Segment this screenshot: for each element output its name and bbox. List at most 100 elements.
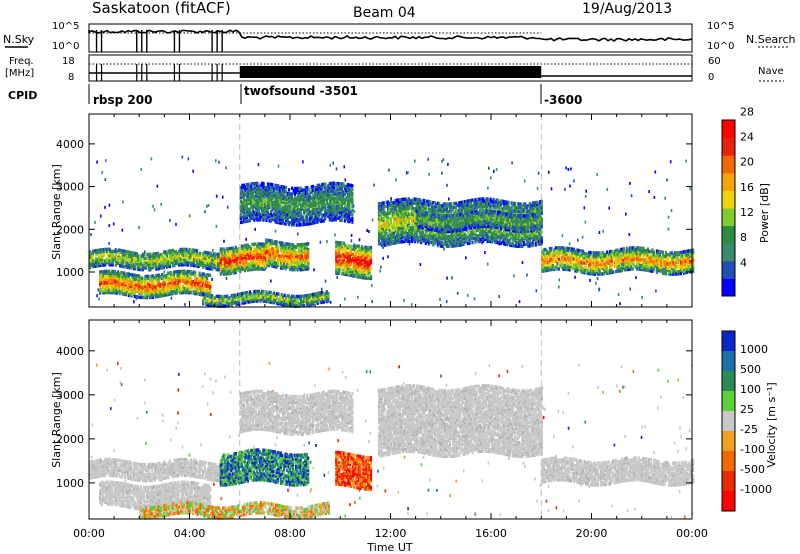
- echo-cell: [99, 274, 102, 278]
- echo-cell: [149, 268, 152, 272]
- echo-cell: [108, 288, 111, 293]
- echo-cell: [118, 278, 121, 282]
- echo-cell: [93, 249, 96, 253]
- echo-cell: [171, 264, 175, 268]
- echo-cell: [96, 258, 99, 262]
- echo-cell: [215, 260, 218, 264]
- echo-cell: [369, 267, 373, 271]
- echo-cell: [188, 257, 191, 261]
- echo-cell: [111, 257, 114, 261]
- echo-cell: [159, 253, 163, 257]
- echo-cell: [93, 264, 96, 268]
- echo-cell: [405, 171, 408, 175]
- echo-cell: [161, 262, 164, 266]
- echo-cell: [152, 256, 155, 260]
- echo-cell: [122, 258, 125, 263]
- echo-cell: [493, 169, 495, 173]
- echo-cell: [124, 281, 127, 285]
- echo-cell: [164, 259, 167, 264]
- echo-cell: [301, 254, 304, 258]
- echo-cell: [120, 276, 123, 281]
- echo-cell: [102, 269, 105, 274]
- echo-cell: [119, 264, 122, 268]
- echo-cell: [92, 255, 95, 259]
- echo-cell: [338, 250, 341, 254]
- echo-cell: [177, 253, 181, 257]
- echo-cell: [158, 264, 161, 269]
- echo-cell: [128, 252, 131, 256]
- echo-cell: [158, 266, 161, 271]
- echo-cell: [147, 266, 150, 270]
- echo-cell: [635, 276, 637, 280]
- echo-cell: [427, 157, 429, 161]
- echo-cell: [161, 256, 164, 260]
- echo-cell: [574, 275, 576, 279]
- echo-cell: [128, 264, 131, 268]
- echo-cell: [195, 274, 198, 279]
- echo-cell: [173, 256, 176, 260]
- echo-cell: [174, 250, 178, 254]
- echo-cell: [123, 253, 126, 257]
- echo-cell: [121, 278, 124, 283]
- echo-cell: [109, 275, 112, 279]
- echo-cell: [106, 281, 109, 285]
- echo-cell: [194, 270, 197, 275]
- echo-cell: [206, 262, 209, 267]
- echo-cell: [120, 282, 123, 286]
- echo-cell: [119, 260, 122, 264]
- echo-cell: [182, 255, 185, 259]
- echo-cell: [156, 267, 159, 271]
- echo-cell: [164, 263, 167, 267]
- echo-cell: [159, 260, 163, 265]
- echo-cell: [369, 245, 373, 250]
- echo-cell: [161, 254, 164, 259]
- echo-cell: [112, 291, 115, 295]
- echo-cell: [153, 257, 156, 262]
- echo-cell: [102, 251, 105, 256]
- echo-cell: [169, 218, 171, 222]
- echo-cell: [90, 251, 93, 256]
- echo-cell: [160, 202, 162, 206]
- echo-cell: [548, 170, 550, 174]
- echo-cell: [162, 256, 166, 260]
- echo-cell: [89, 257, 92, 262]
- echo-cell: [107, 259, 110, 263]
- echo-cell: [104, 247, 107, 252]
- echo-cell: [134, 253, 137, 258]
- echo-cell: [140, 264, 143, 268]
- echo-cell: [209, 267, 212, 271]
- echo-cell: [403, 298, 405, 302]
- echo-cell: [135, 253, 138, 258]
- echo-cell: [105, 271, 108, 275]
- echo-cell: [108, 241, 110, 245]
- echo-cell: [123, 275, 126, 279]
- echo-cell: [335, 167, 338, 171]
- echo-cell: [190, 263, 193, 267]
- echo-cell: [223, 239, 225, 243]
- echo-cell: [567, 168, 570, 171]
- echo-cell: [99, 281, 102, 286]
- echo-cell: [208, 257, 211, 261]
- echo-cell: [168, 264, 172, 268]
- cpid-segment-3: -3600: [544, 93, 582, 107]
- echo-cell: [123, 259, 126, 263]
- echo-cell: [140, 267, 143, 272]
- echo-cell: [203, 260, 206, 264]
- echo-cell: [165, 263, 169, 267]
- echo-cell: [215, 264, 218, 268]
- echo-cell: [217, 252, 220, 257]
- echo-cell: [249, 246, 252, 251]
- echo-cell: [156, 253, 159, 257]
- echo-cell: [100, 273, 103, 278]
- echo-cell: [181, 155, 184, 159]
- echo-cell: [90, 233, 92, 237]
- echo-cell: [90, 259, 93, 263]
- echo-cell: [105, 247, 108, 252]
- echo-cell: [174, 261, 178, 266]
- echo-cell: [276, 261, 280, 266]
- echo-cell: [641, 296, 643, 299]
- echo-cell: [132, 266, 135, 271]
- echo-cell: [155, 257, 158, 262]
- echo-cell: [167, 264, 170, 269]
- echo-cell: [138, 258, 141, 262]
